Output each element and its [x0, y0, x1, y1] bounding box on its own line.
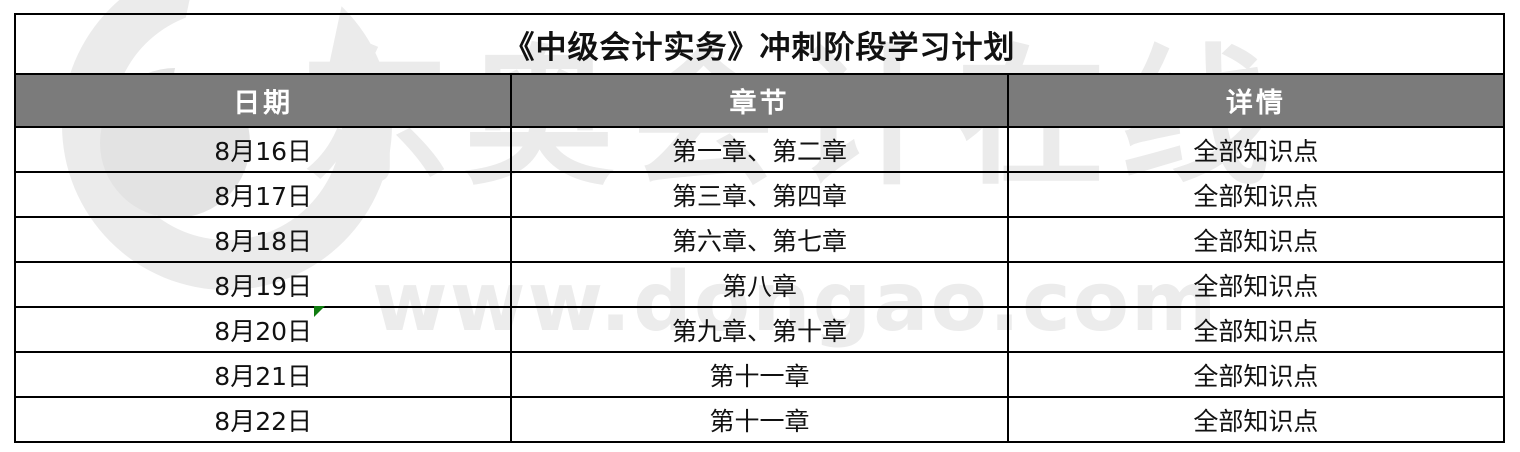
- cell-date[interactable]: 8月20日: [13, 306, 513, 353]
- column-header-detail[interactable]: 详情: [1006, 73, 1506, 128]
- cell-chapter[interactable]: 第三章、第四章: [510, 171, 1009, 218]
- study-plan-table: 《中级会计实务》冲刺阶段学习计划 日期 章节 详情 8月16日 第一章、第二章 …: [13, 13, 1506, 443]
- table-row: 8月17日 第三章、第四章 全部知识点: [13, 171, 1506, 218]
- column-header-chapter[interactable]: 章节: [510, 73, 1009, 128]
- table-row: 8月18日 第六章、第七章 全部知识点: [13, 216, 1506, 263]
- cell-chapter[interactable]: 第八章: [510, 261, 1009, 308]
- cell-chapter[interactable]: 第九章、第十章: [510, 306, 1009, 353]
- cell-date[interactable]: 8月18日: [13, 216, 513, 263]
- table-header-row: 日期 章节 详情: [13, 73, 1506, 128]
- cell-chapter[interactable]: 第六章、第七章: [510, 216, 1009, 263]
- column-header-date[interactable]: 日期: [13, 73, 513, 128]
- cell-detail[interactable]: 全部知识点: [1006, 396, 1506, 443]
- table-row: 8月22日 第十一章 全部知识点: [13, 396, 1506, 443]
- table-row: 8月16日 第一章、第二章 全部知识点: [13, 126, 1506, 173]
- cell-date[interactable]: 8月21日: [13, 351, 513, 398]
- cell-chapter[interactable]: 第一章、第二章: [510, 126, 1009, 173]
- cell-date[interactable]: 8月19日: [13, 261, 513, 308]
- cell-detail[interactable]: 全部知识点: [1006, 126, 1506, 173]
- page-title: 《中级会计实务》冲刺阶段学习计划: [14, 13, 1505, 75]
- cell-detail[interactable]: 全部知识点: [1006, 216, 1506, 263]
- cell-detail[interactable]: 全部知识点: [1006, 171, 1506, 218]
- cell-date[interactable]: 8月16日: [13, 126, 513, 173]
- table-row: 8月21日 第十一章 全部知识点: [13, 351, 1506, 398]
- cell-chapter[interactable]: 第十一章: [510, 396, 1009, 443]
- cell-date[interactable]: 8月22日: [13, 396, 513, 443]
- cell-date[interactable]: 8月17日: [13, 171, 513, 218]
- title-row: 《中级会计实务》冲刺阶段学习计划: [14, 13, 1505, 75]
- cell-chapter[interactable]: 第十一章: [510, 351, 1009, 398]
- cell-detail[interactable]: 全部知识点: [1006, 306, 1506, 353]
- cell-detail[interactable]: 全部知识点: [1006, 261, 1506, 308]
- table-row: 8月20日 第九章、第十章 全部知识点: [13, 306, 1506, 353]
- cell-comment-marker-icon[interactable]: [314, 306, 325, 317]
- table-row: 8月19日 第八章 全部知识点: [13, 261, 1506, 308]
- cell-detail[interactable]: 全部知识点: [1006, 351, 1506, 398]
